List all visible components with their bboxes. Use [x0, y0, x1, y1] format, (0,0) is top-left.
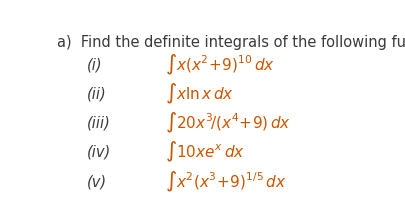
Text: $\mathit{\int 10xe^x\,dx}$: $\mathit{\int 10xe^x\,dx}$ — [165, 140, 245, 164]
Text: $\mathit{\int x^2(x^3\!+\!9)^{1/5}\,dx}$: $\mathit{\int x^2(x^3\!+\!9)^{1/5}\,dx}$ — [165, 170, 287, 194]
Text: (iv): (iv) — [87, 145, 111, 160]
Text: $\mathit{\int x\ln x\,dx}$: $\mathit{\int x\ln x\,dx}$ — [165, 82, 234, 106]
Text: (i): (i) — [87, 57, 102, 73]
Text: (ii): (ii) — [87, 87, 107, 102]
Text: (v): (v) — [87, 175, 107, 190]
Text: a)  Find the definite integrals of the following functions: a) Find the definite integrals of the fo… — [57, 35, 405, 50]
Text: $\mathit{\int x(x^2\!+\!9)^{10}\,dx}$: $\mathit{\int x(x^2\!+\!9)^{10}\,dx}$ — [165, 53, 275, 77]
Text: (iii): (iii) — [87, 116, 111, 131]
Text: $\mathit{\int 20x^3\!/(x^4\!+\!9)\,dx}$: $\mathit{\int 20x^3\!/(x^4\!+\!9)\,dx}$ — [165, 111, 291, 135]
